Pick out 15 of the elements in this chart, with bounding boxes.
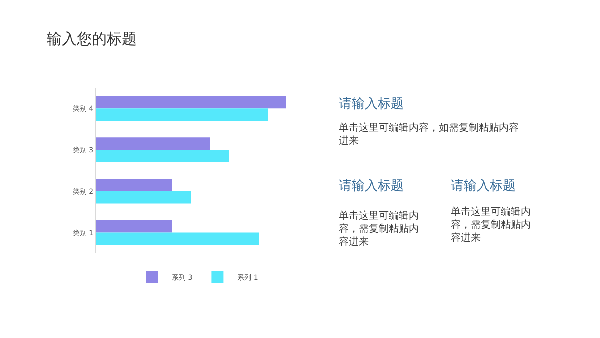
bar bbox=[96, 178, 172, 192]
text: 请输入标题 bbox=[339, 179, 404, 194]
text: 单击这里可编辑内容，需复制粘贴内容进来 bbox=[339, 210, 419, 248]
chart-title: 输入您的标题 bbox=[46, 30, 137, 48]
bar bbox=[96, 96, 286, 109]
text: 单击这里可编辑内容，需复制粘贴内容进来 bbox=[451, 206, 531, 244]
bar bbox=[96, 191, 192, 204]
text: 单击这里可编辑内容，如需复制粘贴内容进来 bbox=[339, 122, 519, 147]
bar bbox=[96, 108, 268, 121]
text: 请输入标题 bbox=[339, 97, 404, 112]
bar bbox=[96, 138, 210, 150]
bar bbox=[96, 220, 172, 233]
bar bbox=[96, 232, 260, 246]
bar bbox=[96, 150, 230, 162]
text: 请输入标题 bbox=[451, 179, 516, 194]
